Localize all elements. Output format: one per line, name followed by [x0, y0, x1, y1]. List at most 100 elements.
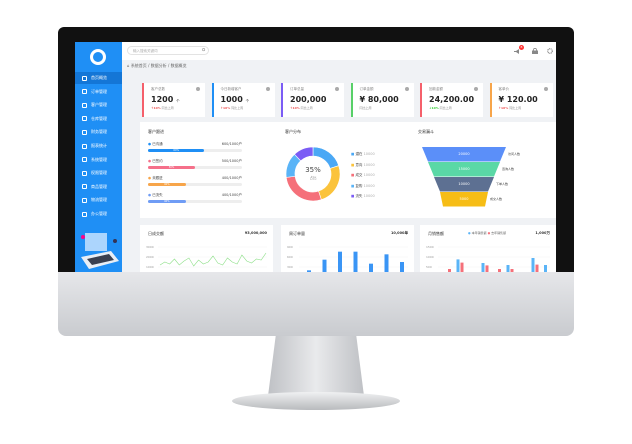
- sidebar-item[interactable]: 商品管理: [75, 181, 122, 193]
- monthly-bar: [485, 265, 489, 272]
- monitor-stand: [268, 336, 364, 396]
- monthly-bar: [531, 258, 535, 272]
- menu-icon: [82, 129, 87, 135]
- donut-title: 客户分布: [285, 129, 301, 134]
- sidebar-item-label: 客户管理: [91, 102, 107, 108]
- stat-note: 同比上周: [161, 106, 174, 110]
- breadcrumb-text[interactable]: 系统首页 / 数据分析 / 数据概览: [130, 63, 187, 68]
- donut-center-value: 35%: [305, 166, 321, 174]
- y-tick-label: 600: [287, 255, 293, 259]
- y-tick-label: 900: [287, 245, 293, 249]
- info-icon[interactable]: [543, 87, 548, 91]
- info-icon[interactable]: [265, 87, 270, 91]
- funnel-stage: 20000: [422, 147, 506, 162]
- monthly-bar: [544, 265, 547, 272]
- daily-line-chart: 3000 2000 1000: [146, 245, 267, 269]
- funnel-stage: 15000: [428, 162, 500, 177]
- info-icon[interactable]: [196, 87, 200, 91]
- sidebar-item[interactable]: 报表统计: [75, 140, 122, 152]
- sidebar-item-label: 报表统计: [91, 143, 107, 148]
- menu-icon: [82, 75, 87, 81]
- menu-icon: [82, 102, 87, 108]
- sidebar-item[interactable]: 仓库管理: [75, 113, 122, 125]
- sidebar-item[interactable]: 物流管理: [75, 194, 122, 206]
- info-icon[interactable]: [404, 87, 409, 91]
- sidebar-item[interactable]: 财务管理: [75, 126, 122, 138]
- monthly-bar: [481, 263, 485, 272]
- progress-label: 已流失: [152, 193, 163, 197]
- progress-value: 400/1000户: [221, 176, 242, 180]
- search-icon[interactable]: [202, 48, 206, 52]
- search-input[interactable]: 输入搜索关键词: [127, 46, 209, 55]
- stat-value: ¥ 120.00: [498, 95, 538, 104]
- monthly-bar: [498, 269, 501, 272]
- stat-card: 客单价 ¥ 120.00 ↑10% 同比上周: [489, 83, 553, 117]
- progress-fill: 60%: [148, 149, 205, 152]
- progress-value: 600/1000户: [221, 142, 242, 146]
- legend-label: 流失: [355, 194, 363, 199]
- gear-icon[interactable]: [547, 48, 553, 54]
- y-tick-label: 300: [287, 265, 293, 269]
- stat-note: 同比上周: [509, 106, 522, 110]
- info-icon[interactable]: [474, 87, 478, 91]
- bell-icon[interactable]: [514, 49, 520, 54]
- monthly-bar: [506, 265, 510, 272]
- sidebar-item[interactable]: 办公管理: [75, 208, 122, 220]
- progress-value: 400/1000户: [221, 193, 242, 197]
- menu-icon: [82, 184, 87, 190]
- legend-label: 复购: [355, 183, 363, 188]
- breadcrumb: ⌂ 系统首页 / 数据分析 / 数据概览: [127, 63, 187, 68]
- monthly-panel: 月销售额 ● 本年销售额 ● 去年销售额 1,000万 1500 1000 500: [420, 225, 556, 272]
- sidebar-item-label: 权限管理: [91, 170, 107, 176]
- legend-value: 10000: [363, 173, 375, 178]
- sidebar-item[interactable]: 权限管理: [75, 167, 122, 179]
- stat-value: 24,200.00: [429, 95, 475, 104]
- y-tick-label: 500: [426, 265, 432, 269]
- stat-title: 订单金额: [359, 87, 374, 91]
- stat-title: 客户总数: [151, 87, 165, 91]
- info-icon[interactable]: [335, 87, 339, 91]
- monthly-title: 月销售额: [428, 231, 444, 236]
- sidebar-item[interactable]: 客户管理: [75, 99, 122, 111]
- sidebar-item[interactable]: 首页概览: [75, 72, 122, 84]
- weekly-bar: [307, 270, 311, 272]
- progress-value: 500/1000户: [221, 159, 242, 163]
- donut-legend-item: ■ 潜在 10000: [351, 152, 375, 156]
- stat-change: ↑10%: [498, 106, 509, 110]
- stat-title: 今日新增客户: [220, 87, 242, 91]
- monthly-bar: [510, 269, 514, 272]
- dashboard-screen: 首页概览订单管理客户管理仓库管理财务管理报表统计系统管理权限管理商品管理 物流管理…: [75, 42, 556, 272]
- menu-icon: [82, 143, 87, 149]
- progress-row: ● 已流失 400/1000户 40%: [148, 193, 242, 203]
- sidebar-illustration: [81, 233, 119, 269]
- donut-legend-item: ■ 成交 10000: [351, 173, 375, 178]
- sidebar-item-label: 仓库管理: [91, 115, 107, 121]
- legend-last-year: 去年销售额: [491, 231, 507, 235]
- daily-total: ¥3,000,000: [244, 231, 267, 235]
- stat-note: 同比上周: [439, 106, 452, 110]
- menu-icon: [82, 116, 87, 122]
- stat-title: 客单价: [498, 87, 510, 91]
- weekly-panel: 周订单量 10,000单 900 600 300: [281, 225, 414, 272]
- progress-fill: 50%: [148, 166, 195, 169]
- sidebar-item[interactable]: 订单管理: [75, 86, 122, 98]
- progress-label: 已签约: [152, 159, 163, 163]
- progress-row: ● 未跟进 400/1000户 40%: [148, 176, 242, 186]
- top-bar: 输入搜索关键词 8: [122, 42, 556, 60]
- y-tick-label: 1000: [426, 255, 434, 259]
- stat-value: 1200: [151, 95, 174, 104]
- stat-change: ↓10%: [429, 106, 439, 110]
- legend-label: 意向: [355, 162, 363, 167]
- y-tick-label: 1000: [146, 265, 154, 269]
- stat-value: 200,000: [290, 95, 327, 104]
- logo-icon: [90, 49, 106, 65]
- menu-icon: [82, 170, 87, 176]
- progress-row: ● 已沟通 600/1000户 60%: [148, 142, 242, 152]
- stat-note: 同比上周: [231, 106, 244, 110]
- funnel-label: 访问人数: [508, 152, 521, 156]
- y-tick-label: 3000: [146, 245, 154, 249]
- lock-icon[interactable]: [532, 48, 538, 54]
- progress-fill: 40%: [148, 200, 186, 203]
- funnel-title: 交易漏斗: [418, 129, 434, 134]
- sidebar-item[interactable]: 系统管理: [75, 154, 122, 166]
